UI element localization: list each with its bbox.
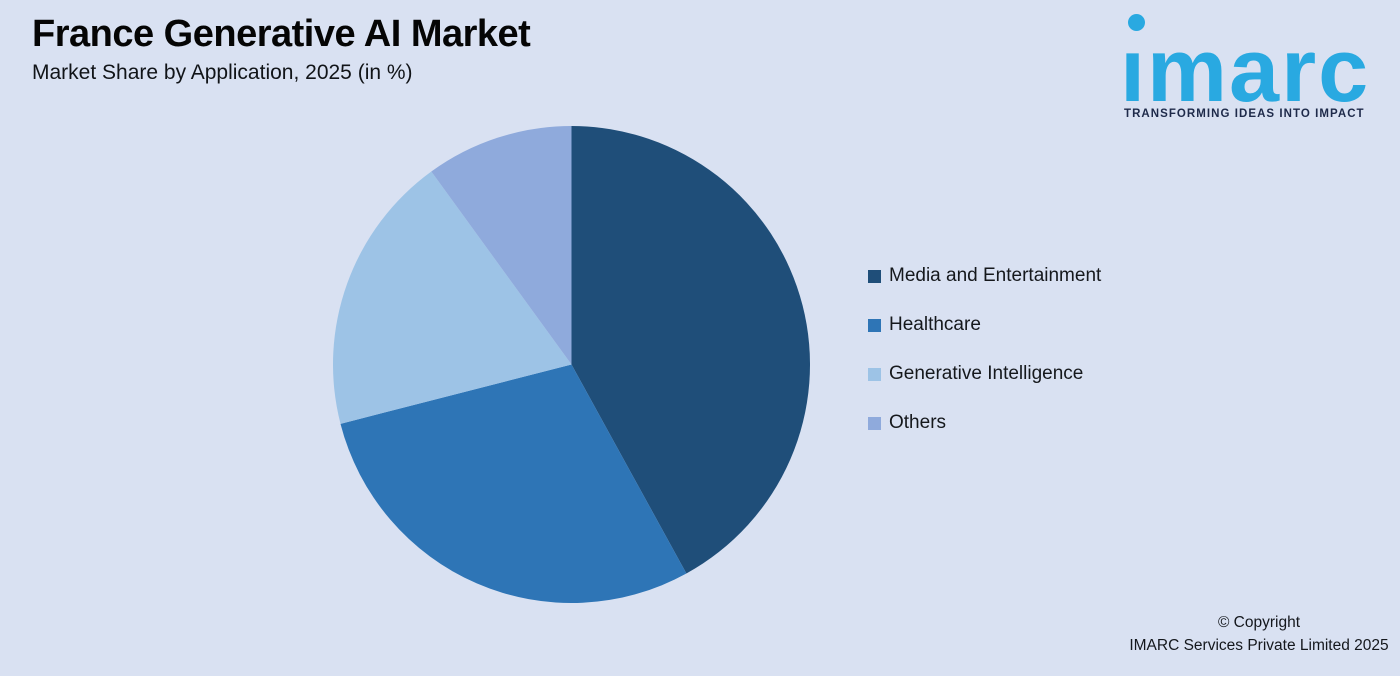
copyright-line2: IMARC Services Private Limited 2025: [1129, 637, 1389, 654]
pie-slice-others: [431, 126, 572, 365]
legend-swatch: [868, 269, 881, 283]
imarc-logo: ımarc TRANSFORMING IDEAS INTO IMPACT: [1120, 0, 1398, 130]
logo-i-dot-icon: [1128, 14, 1145, 31]
pie-chart-area: [333, 126, 810, 603]
logo-tagline: TRANSFORMING IDEAS INTO IMPACT: [1124, 108, 1365, 120]
pie-slice-healthcare: [340, 364, 687, 603]
legend-item: Media and Entertainment: [868, 266, 1101, 286]
legend-label: Healthcare: [889, 314, 981, 335]
chart-legend: Media and Entertainment Healthcare Gener…: [868, 266, 1101, 462]
legend-label: Others: [889, 412, 947, 433]
legend-swatch: [868, 416, 881, 430]
legend-item: Others: [868, 413, 1101, 433]
page-subtitle: Market Share by Application, 2025 (in %): [32, 61, 413, 84]
chart-header: France Generative AI Market Market Share…: [32, 12, 531, 86]
copyright-notice: © Copyright IMARC Services Private Limit…: [1120, 611, 1398, 657]
pie-slice-media-and-entertainment: [571, 126, 810, 574]
pie-chart: [333, 126, 810, 603]
legend-label: Generative Intelligence: [889, 363, 1084, 384]
pie-slice-generative-intelligence: [333, 171, 572, 424]
legend-item: Generative Intelligence: [868, 364, 1101, 384]
legend-label: Media and Entertainment: [889, 265, 1102, 286]
legend-item: Healthcare: [868, 315, 1101, 335]
copyright-line1: © Copyright: [1217, 614, 1301, 631]
page-title: France Generative AI Market: [32, 13, 531, 55]
logo-wordmark: ımarc: [1120, 21, 1371, 121]
legend-swatch: [868, 367, 881, 381]
legend-swatch: [868, 318, 881, 332]
